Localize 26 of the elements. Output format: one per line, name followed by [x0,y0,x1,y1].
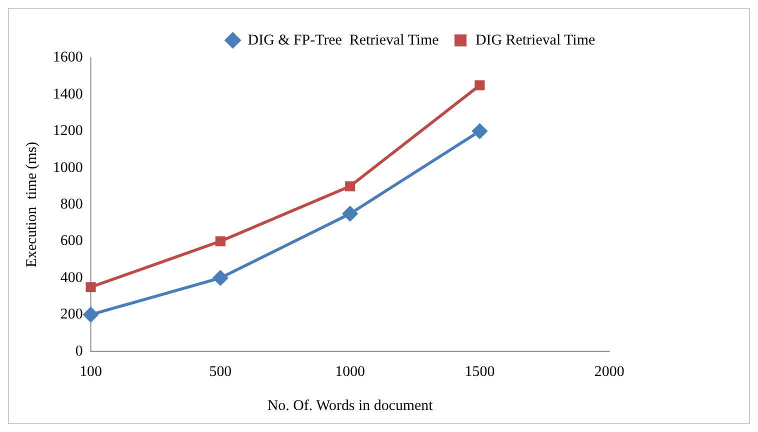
point [345,181,356,192]
x-tick-label: 1000 [335,364,366,380]
point [342,206,358,222]
y-tick-label: 1600 [52,50,83,66]
legend-label: DIG Retrieval Time [475,32,596,48]
point [212,270,228,286]
point [472,124,488,139]
y-tick-label: 0 [75,343,83,360]
y-axis-title: Execution time (ms) [24,142,40,268]
x-tick-label: 100 [80,364,102,380]
x-tick-label: 1500 [464,364,495,380]
point [215,236,226,246]
x-tick-label: 2000 [594,364,624,380]
point [83,307,98,322]
point [474,80,485,90]
y-tick-label: 200 [60,306,83,323]
y-tick-label: 400 [60,270,83,286]
x-axis-title: No. Of. Words in document [267,398,434,414]
x-tick-label: 500 [209,364,232,380]
legend-label: DIG & FP-Tree Retrieval Time [248,32,440,48]
point [86,282,96,292]
y-tick-label: 1000 [52,160,83,176]
y-tick-label: 1400 [52,86,83,102]
y-tick-label: 800 [60,196,83,212]
y-tick-label: 1200 [52,123,83,140]
y-tick-label: 600 [60,233,83,250]
